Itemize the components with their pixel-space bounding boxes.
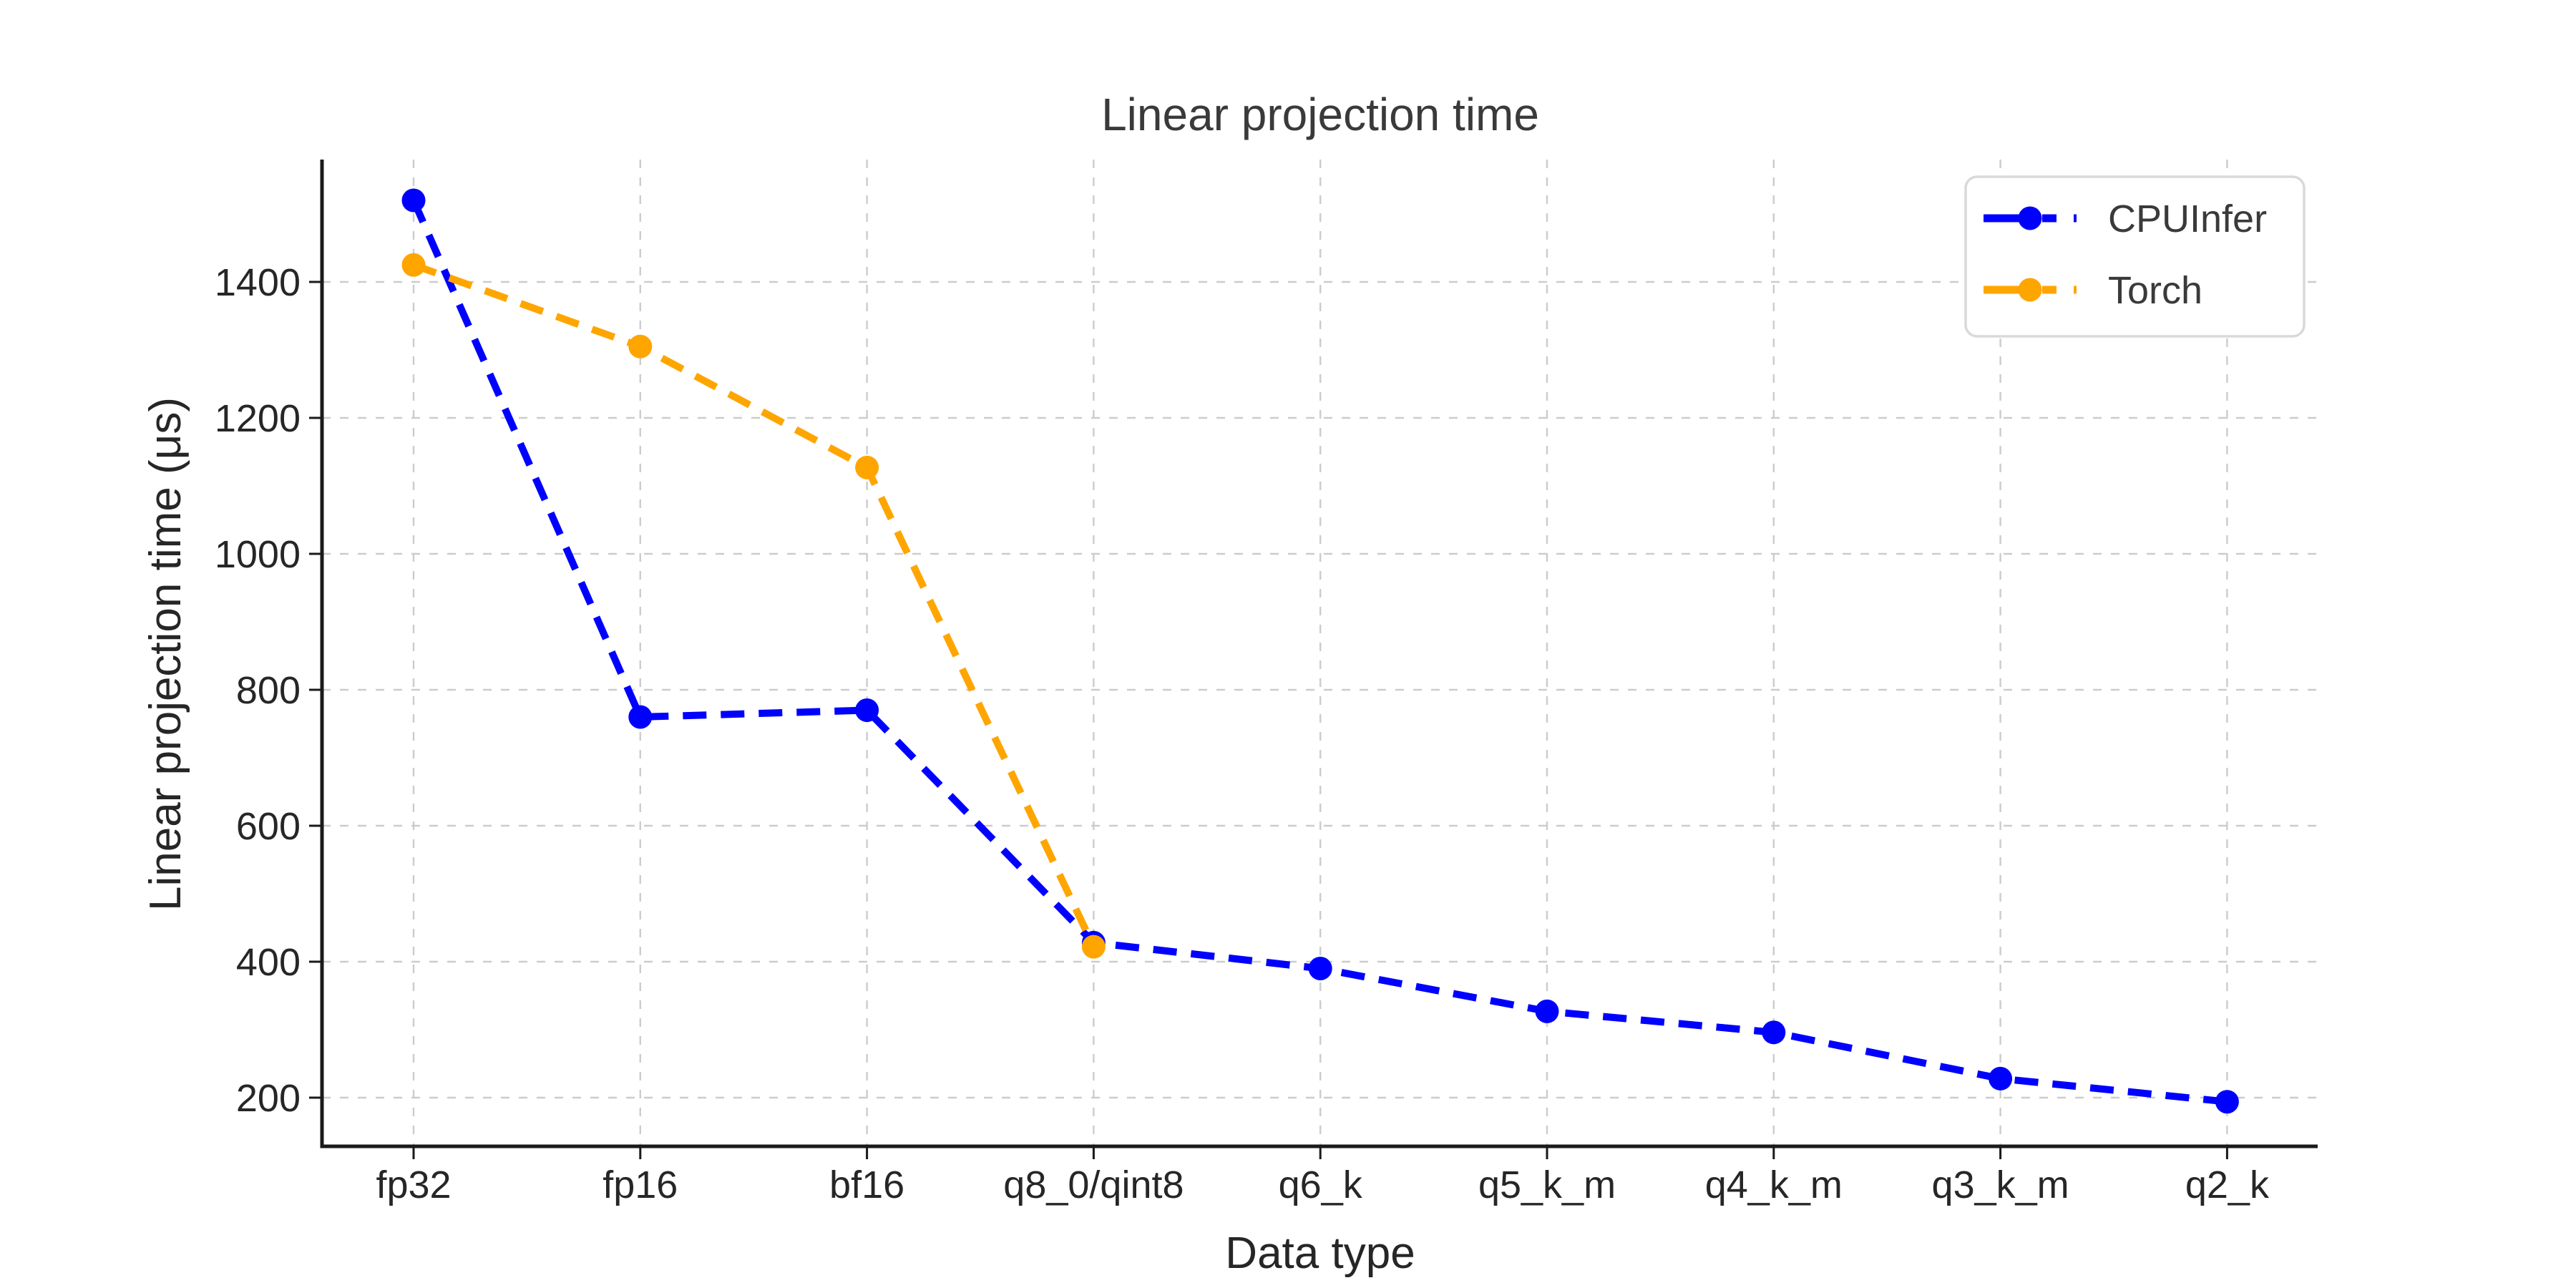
series-line-torch xyxy=(412,261,1097,949)
x-tick-label: q2_k xyxy=(2185,1163,2270,1206)
legend-marker xyxy=(2018,206,2042,230)
chart-title: Linear projection time xyxy=(1101,89,1539,140)
series-torch xyxy=(401,253,1106,959)
y-tick-label: 1200 xyxy=(215,397,301,440)
y-axis-label: Linear projection time (μs) xyxy=(141,397,190,911)
legend-item-torch: Torch xyxy=(1984,269,2202,312)
legend: CPUInfer Torch xyxy=(1964,175,2306,338)
legend-label: Torch xyxy=(2108,269,2202,312)
y-tick-label: 1000 xyxy=(215,533,301,576)
data-point xyxy=(1535,999,1559,1023)
axes: 200 400 600 800 1000 1200 1400 fp32 fp16 bf16 q8_0… xyxy=(215,160,2318,1206)
data-point xyxy=(401,188,426,213)
x-axis-label: Data type xyxy=(1225,1229,1415,1278)
data-point xyxy=(628,334,653,358)
data-point xyxy=(855,455,879,479)
data-point xyxy=(1308,957,1332,980)
data-point xyxy=(1081,935,1106,959)
x-tick-label: fp32 xyxy=(376,1163,451,1206)
x-tick-label: q4_k_m xyxy=(1705,1163,1843,1206)
y-tick-label: 400 xyxy=(236,941,301,984)
data-point xyxy=(1762,1020,1786,1045)
data-point xyxy=(855,698,879,722)
data-point xyxy=(401,253,426,277)
y-tick-label: 1400 xyxy=(215,261,301,304)
data-point xyxy=(2215,1090,2239,1114)
y-tick-label: 800 xyxy=(236,669,301,712)
legend-marker xyxy=(2018,278,2042,302)
series xyxy=(401,188,2239,1114)
y-tick-label: 200 xyxy=(236,1077,301,1120)
data-point xyxy=(628,705,653,729)
x-tick-label: fp16 xyxy=(602,1163,678,1206)
y-tick-label: 600 xyxy=(236,805,301,848)
x-tick-label: bf16 xyxy=(829,1163,904,1206)
x-tick-label: q3_k_m xyxy=(1932,1163,2069,1206)
x-tick-label: q8_0/qint8 xyxy=(1003,1163,1184,1206)
x-tick-label: q6_k xyxy=(1279,1163,1363,1206)
series-cpuinfer xyxy=(401,188,2239,1114)
legend-item-cpuinfer: CPUInfer xyxy=(1984,197,2267,240)
legend-label: CPUInfer xyxy=(2108,197,2267,240)
data-point xyxy=(1989,1066,2013,1091)
x-tick-label: q5_k_m xyxy=(1478,1163,1616,1206)
